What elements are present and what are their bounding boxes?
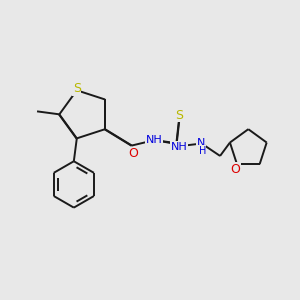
Text: S: S [73,82,81,95]
Text: N: N [196,138,205,148]
Text: O: O [230,163,240,176]
Text: O: O [128,147,138,161]
Text: S: S [175,109,183,122]
Text: NH: NH [171,142,188,152]
Text: H: H [199,146,206,156]
Text: NH: NH [146,135,163,145]
